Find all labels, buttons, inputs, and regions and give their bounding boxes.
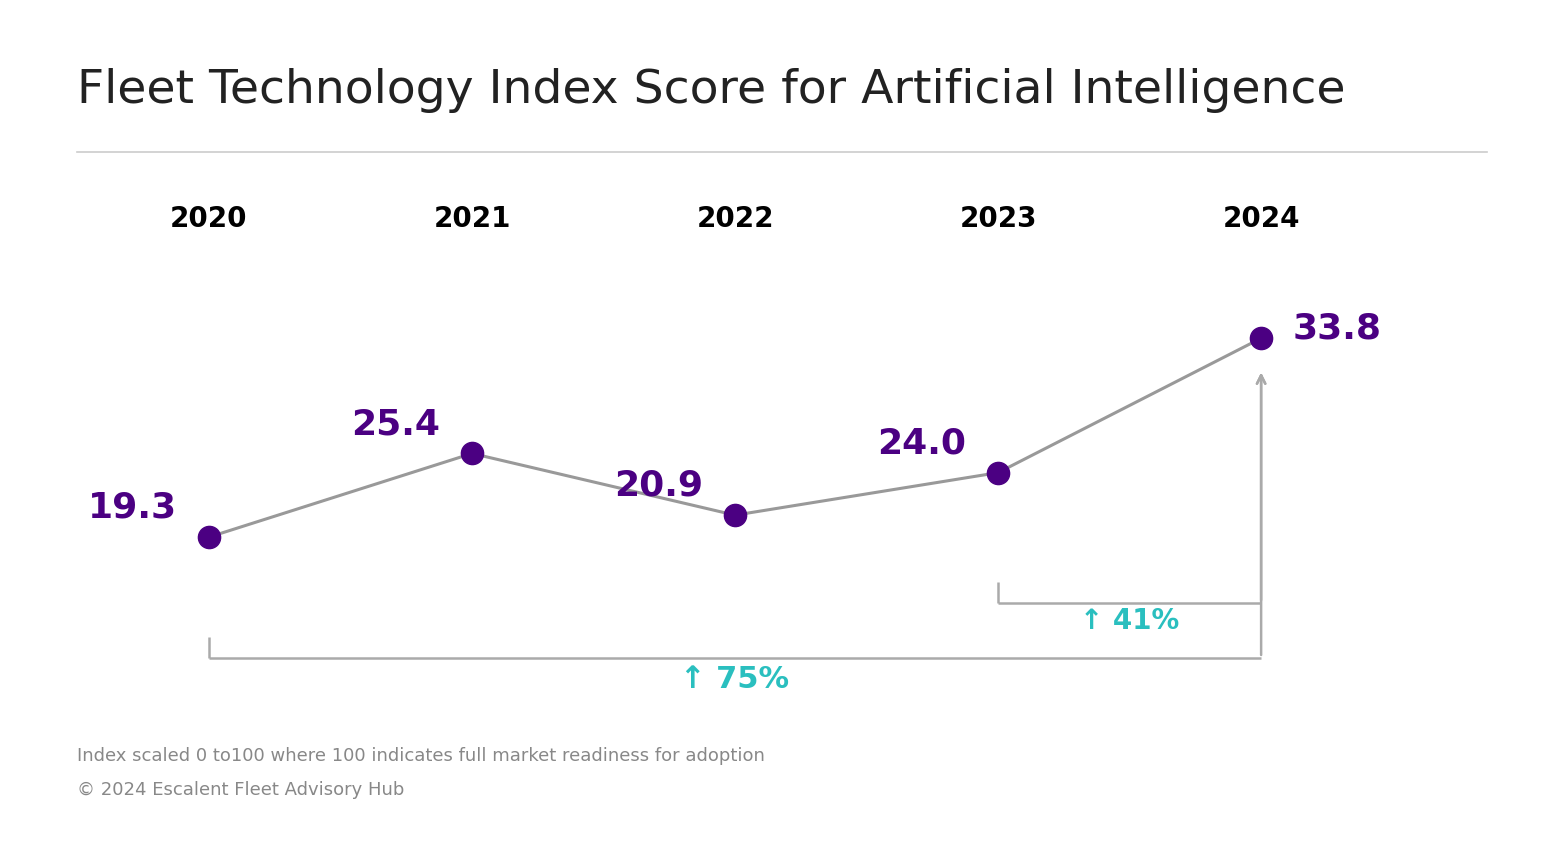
Text: Fleet Technology Index Score for Artificial Intelligence: Fleet Technology Index Score for Artific… <box>77 68 1346 112</box>
Text: ↑ 75%: ↑ 75% <box>680 665 790 694</box>
Text: 24.0: 24.0 <box>878 426 967 460</box>
Text: 19.3: 19.3 <box>88 490 178 525</box>
Text: 33.8: 33.8 <box>1293 311 1382 345</box>
Text: 2022: 2022 <box>697 204 774 233</box>
Text: 2020: 2020 <box>170 204 248 233</box>
Text: 2023: 2023 <box>959 204 1036 233</box>
Text: 25.4: 25.4 <box>352 407 440 441</box>
Text: ↑ 41%: ↑ 41% <box>1080 607 1179 635</box>
Text: © 2024 Escalent Fleet Advisory Hub: © 2024 Escalent Fleet Advisory Hub <box>77 781 404 798</box>
Text: 2024: 2024 <box>1222 204 1300 233</box>
Text: 20.9: 20.9 <box>615 468 703 503</box>
Text: Index scaled 0 to100 where 100 indicates full market readiness for adoption: Index scaled 0 to100 where 100 indicates… <box>77 747 765 765</box>
Text: 2021: 2021 <box>434 204 511 233</box>
